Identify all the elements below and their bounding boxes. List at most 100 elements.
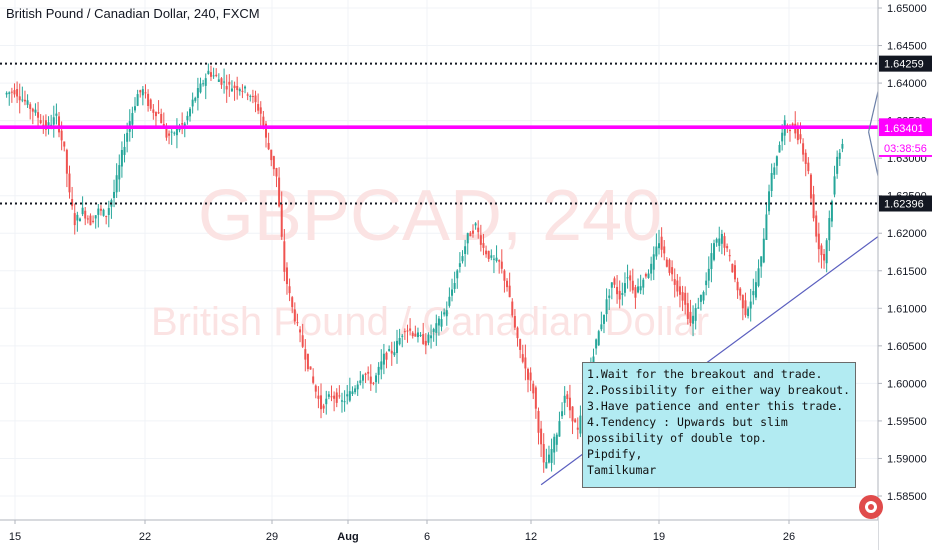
candle-body [652,254,655,270]
price-axis[interactable] [878,0,932,550]
candle-body [479,235,482,245]
countdown-text: 03:38:56 [884,143,927,155]
candle-body [217,79,220,82]
candle-body [375,375,378,383]
candle-body [637,286,640,293]
candle-body [623,283,626,293]
candle-body [733,265,736,280]
candle-body [207,70,210,74]
candle-body [364,373,367,375]
candle-body [610,282,613,288]
candle-body [160,113,163,124]
candle-body [639,286,642,291]
candle-body [398,338,401,345]
candle-body [699,294,702,302]
candle-body [451,289,454,296]
candle-body [741,295,744,309]
watermark-symbol: GBPCAD, 240 [198,176,662,256]
candle-body [815,215,818,237]
candle-body [37,112,40,118]
candle-body [678,286,681,295]
candle-body [81,207,84,215]
candle-body [149,99,152,109]
candle-body [689,311,692,323]
tradingview-logo-icon[interactable] [859,495,883,519]
y-tick-label: 1.64000 [887,78,927,90]
candle-body [697,307,700,309]
candle-body [212,75,215,77]
candle-body [225,86,228,90]
y-tick-label: 1.59000 [887,453,927,465]
candle-body [68,173,71,193]
candle-body [435,323,438,333]
candle-body [828,218,831,241]
x-tick-label: Aug [337,531,358,543]
candle-body [262,116,265,127]
price-label-text: 1.64259 [884,59,924,71]
candle-body [613,278,616,285]
candle-body [561,411,564,417]
candle-body [668,259,671,273]
note-line-8: Tamilkumar [587,463,657,477]
candle-body [236,85,239,91]
candle-body [369,376,372,384]
candle-body [707,268,710,281]
candle-body [521,354,524,362]
candle-body [576,427,579,430]
candle-body [60,130,63,141]
candle-body [490,255,493,258]
candle-body [731,263,734,273]
candle-body [162,123,165,127]
candle-body [338,395,341,397]
candle-body [836,156,839,174]
candle-body [139,90,142,93]
candle-body [285,267,288,285]
candle-body [385,352,388,360]
candle-body [31,108,34,112]
candle-body [238,89,241,92]
candle-body [710,253,713,270]
candle-body [642,279,645,288]
candle-body [791,123,794,126]
y-tick-label: 1.58500 [887,491,927,503]
note-line-2: 2.Possibility for either way breakout. [587,383,851,397]
candle-body [107,208,110,216]
candle-body [673,279,676,285]
candle-body [823,253,826,261]
candle-body [84,210,87,219]
candle-body [807,162,810,172]
x-tick-label: 29 [266,531,278,543]
candle-body [296,322,299,324]
candle-body [500,261,503,269]
candle-body [600,324,603,330]
candle-body [471,230,474,234]
candle-body [579,415,582,434]
candle-body [380,361,383,370]
candle-body [65,149,68,174]
candle-body [78,218,81,222]
candle-body [765,214,768,240]
candle-body [726,246,729,249]
candle-body [157,112,160,114]
candle-body [170,131,173,133]
candle-body [251,96,254,98]
candle-body [571,406,574,422]
candle-body [558,421,561,437]
y-tick-label: 1.61000 [887,303,927,315]
candle-body [309,366,312,370]
candle-body [545,462,548,469]
time-axis[interactable] [0,520,878,550]
candle-body [367,371,370,374]
candle-body [513,316,516,328]
candle-body [453,283,456,289]
candle-body [141,89,144,96]
candle-body [705,280,708,286]
candle-body [485,250,488,255]
candle-body [634,287,637,298]
candle-body [555,434,558,445]
candle-body [351,391,354,394]
candle-body [692,315,695,324]
y-tick-label: 1.64500 [887,41,927,53]
candle-body [747,308,750,317]
